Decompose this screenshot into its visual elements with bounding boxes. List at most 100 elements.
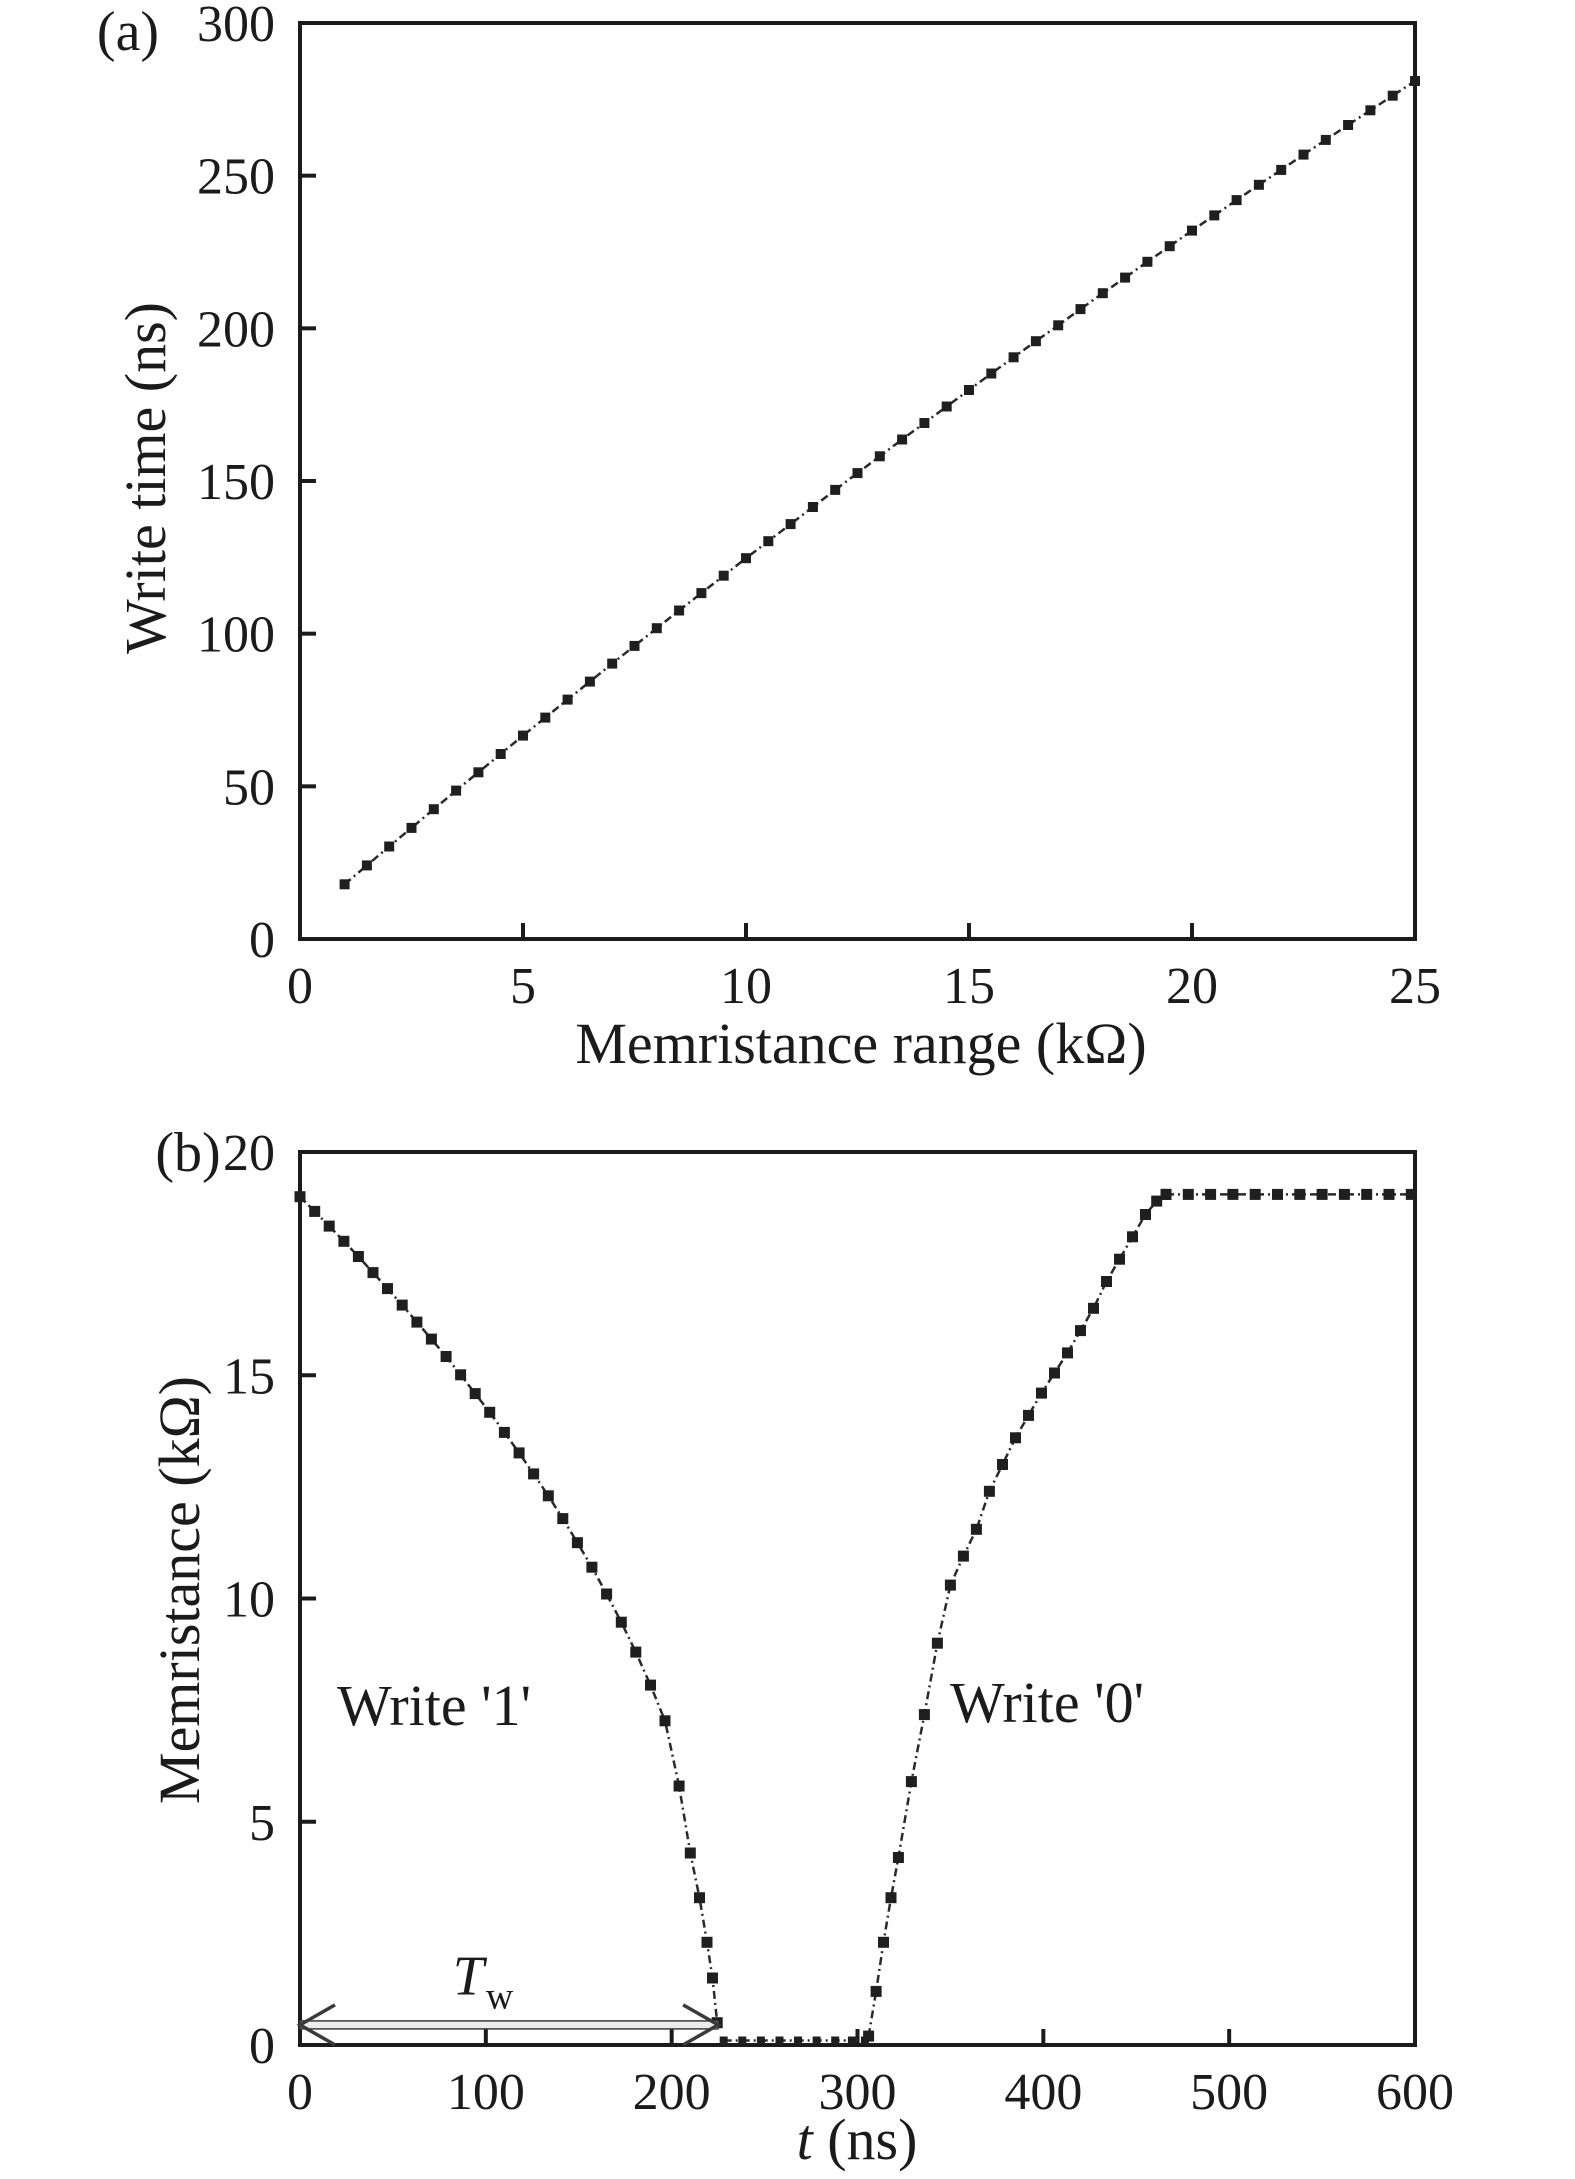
data-point-marker <box>983 1485 995 1497</box>
data-point-marker <box>931 1637 943 1649</box>
data-point-marker <box>518 730 528 741</box>
data-point-marker <box>863 2030 875 2042</box>
data-point-marker <box>1405 1188 1417 1200</box>
x-tick-label: 0 <box>287 2064 313 2121</box>
plot-box <box>298 1150 1417 2047</box>
data-point-marker <box>1120 272 1131 283</box>
data-point-marker <box>542 1490 554 1502</box>
data-point-marker <box>1008 352 1019 363</box>
tw-symbol: T <box>452 1945 484 2008</box>
data-point-marker <box>309 1205 321 1217</box>
data-point-marker <box>707 1972 718 1984</box>
data-point-marker <box>586 1561 598 1573</box>
data-point-marker <box>941 401 952 412</box>
data-point-marker <box>986 368 997 379</box>
data-point-marker <box>905 1776 917 1788</box>
annotation-write-1: Write '1' <box>336 1673 532 1738</box>
y-tick-label: 50 <box>223 759 275 816</box>
data-point-marker <box>674 605 685 616</box>
x-axis-unit: (ns) <box>812 2107 918 2172</box>
panel-b-plot: 0 100 200 300 400 500 600 0 5 10 15 20 <box>223 1125 1454 2121</box>
data-point-marker <box>428 804 439 815</box>
tw-arrow-head-right <box>682 2003 722 2047</box>
data-point-marker <box>571 1537 583 1549</box>
data-point-marker <box>852 468 863 479</box>
y-tick-label: 100 <box>197 607 275 664</box>
data-point-marker <box>1182 1188 1194 1200</box>
data-point-marker <box>339 879 350 890</box>
annotation-write-time-tw: Tw <box>453 1949 514 2016</box>
data-point-marker <box>1298 149 1309 160</box>
data-point-marker <box>694 1892 705 1904</box>
data-point-marker <box>630 1646 642 1658</box>
data-point-marker <box>361 860 372 871</box>
data-point-marker <box>1187 225 1197 236</box>
panel-a-x-axis-title: Memristance range (kΩ) <box>575 1011 1147 1076</box>
data-point-marker <box>718 570 729 581</box>
data-point-marker <box>957 1550 969 1562</box>
series-line-write-time-vs-range <box>343 79 1416 886</box>
data-point-marker <box>384 841 395 852</box>
data-point-marker <box>1097 288 1108 299</box>
data-point-marker <box>562 694 573 705</box>
tw-arrow-head-left <box>296 2003 336 2047</box>
data-point-marker <box>396 1299 408 1311</box>
x-tick-label: 200 <box>633 2064 711 2121</box>
data-point-marker <box>944 1579 956 1591</box>
data-point-marker <box>1205 1188 1217 1200</box>
data-point-marker <box>1030 336 1041 347</box>
data-point-marker <box>812 2036 821 2045</box>
tw-arrow-shaft <box>299 2020 719 2030</box>
data-point-marker <box>1101 1276 1112 1287</box>
data-point-marker <box>785 519 796 530</box>
y-tick-label: 10 <box>223 1572 275 1629</box>
data-point-marker <box>874 451 885 462</box>
data-point-marker <box>1160 1188 1172 1200</box>
x-tick-label: 100 <box>447 2064 525 2121</box>
data-point-marker <box>673 1780 685 1792</box>
data-point-marker <box>1383 1188 1395 1200</box>
data-point-marker <box>1151 1195 1163 1207</box>
data-point-marker <box>919 418 930 428</box>
data-point-marker <box>1343 120 1354 130</box>
y-tick-label: 150 <box>197 454 275 511</box>
data-point-marker <box>659 1715 671 1727</box>
data-point-marker <box>701 1936 713 1948</box>
data-point-marker <box>719 2036 728 2045</box>
data-point-marker <box>498 1426 510 1438</box>
data-point-marker <box>323 1220 335 1232</box>
y-tick-label: 0 <box>249 912 275 969</box>
y-tick-label: 0 <box>249 2018 275 2075</box>
data-point-marker <box>1053 320 1064 331</box>
data-point-marker <box>495 749 506 759</box>
data-point-marker <box>1114 1253 1125 1265</box>
x-tick-label: 10 <box>720 958 772 1015</box>
data-point-marker <box>367 1267 379 1279</box>
data-point-marker <box>1142 256 1153 267</box>
data-point-marker <box>964 385 974 395</box>
data-point-marker <box>997 1459 1008 1470</box>
data-point-marker <box>970 1523 982 1535</box>
data-point-marker <box>1140 1209 1151 1220</box>
data-point-marker <box>870 1985 882 1997</box>
data-point-marker <box>1365 105 1376 116</box>
data-point-marker <box>1209 210 1220 221</box>
tw-subscript: w <box>485 1975 514 2018</box>
data-point-marker <box>1338 1188 1350 1200</box>
data-point-marker <box>601 1588 613 1600</box>
data-point-marker <box>1075 1325 1086 1337</box>
data-point-marker <box>584 676 595 687</box>
x-tick-label: 400 <box>1004 2064 1082 2121</box>
x-tick-label: 15 <box>943 958 995 1015</box>
x-tick-label: 20 <box>1166 958 1218 1015</box>
data-point-marker <box>830 484 841 495</box>
x-axis-variable: t <box>796 2107 813 2172</box>
data-point-marker <box>406 822 417 833</box>
data-point-marker <box>1023 1409 1034 1421</box>
x-tick-label: 600 <box>1376 2064 1454 2121</box>
data-point-marker <box>607 658 618 669</box>
data-point-marker <box>651 623 662 634</box>
data-point-marker <box>847 2036 856 2045</box>
